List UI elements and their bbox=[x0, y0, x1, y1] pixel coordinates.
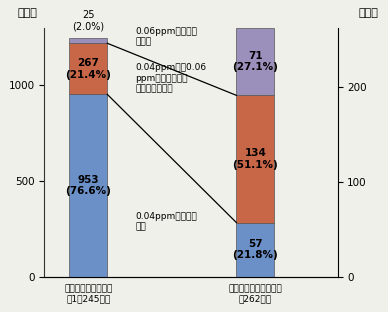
Text: （局）: （局） bbox=[18, 8, 38, 18]
Text: 0.04ppm未満の測
定局: 0.04ppm未満の測 定局 bbox=[135, 212, 197, 232]
Bar bbox=[236, 28, 274, 95]
Bar bbox=[236, 222, 274, 277]
Bar bbox=[69, 38, 107, 43]
Text: 267
(21.4%): 267 (21.4%) bbox=[65, 58, 111, 80]
Text: 0.06ppmを超える
測定局: 0.06ppmを超える 測定局 bbox=[135, 27, 197, 47]
Bar bbox=[236, 95, 274, 222]
Bar bbox=[69, 43, 107, 94]
Text: 71
(27.1%): 71 (27.1%) bbox=[232, 51, 278, 72]
Text: （局）: （局） bbox=[359, 8, 379, 18]
Text: 953
(76.6%): 953 (76.6%) bbox=[65, 175, 111, 196]
Text: 25
(2.0%): 25 (2.0%) bbox=[72, 10, 104, 32]
Text: 0.04ppmから0.06
ppmまでのゾーン
内にある測定局: 0.04ppmから0.06 ppmまでのゾーン 内にある測定局 bbox=[135, 63, 206, 93]
Bar bbox=[69, 94, 107, 277]
Text: 57
(21.8%): 57 (21.8%) bbox=[232, 239, 278, 261]
Text: 134
(51.1%): 134 (51.1%) bbox=[232, 148, 278, 170]
